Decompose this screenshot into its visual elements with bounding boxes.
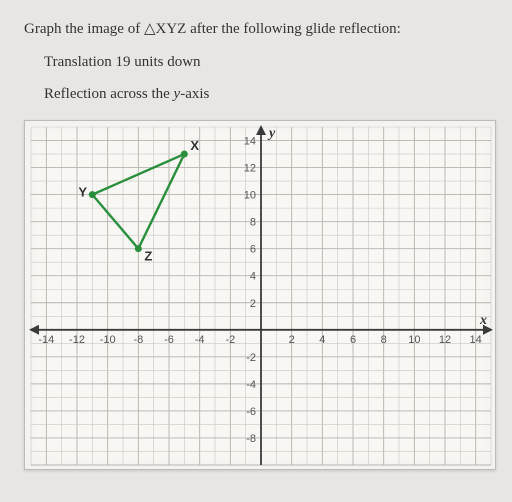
y-tick-label: 2 — [250, 297, 256, 309]
x-tick-label: -10 — [100, 333, 116, 345]
y-tick-label: 14 — [244, 135, 256, 147]
line3-post: -axis — [180, 86, 209, 102]
label-x: X — [190, 138, 199, 153]
x-tick-label: -12 — [69, 333, 85, 345]
x-tick-label: -4 — [195, 333, 205, 345]
vertex-y — [89, 191, 96, 198]
label-z: Z — [144, 248, 152, 263]
x-tick-label: 6 — [350, 333, 356, 345]
x-tick-label: 4 — [319, 333, 325, 345]
y-axis-label: y — [267, 126, 276, 141]
x-tick-label: -14 — [38, 333, 54, 345]
x-tick-label: 2 — [289, 333, 295, 345]
y-tick-label: 4 — [250, 270, 256, 282]
x-tick-label: -8 — [133, 333, 143, 345]
line3-pre: Reflection across the — [44, 86, 174, 102]
x-tick-label: 8 — [381, 333, 387, 345]
graph-svg: -14 -12 -10 -8 -6 -4 -2 2 4 6 8 10 12 14 2 4 6 8 10 12 14 -2 -… — [25, 121, 497, 471]
line1-post: after the following glide reflection: — [186, 21, 401, 37]
x-tick-label: 14 — [470, 333, 482, 345]
y-tick-label: 6 — [250, 243, 256, 255]
line-2: Translation 19 units down — [24, 51, 500, 74]
coordinate-graph: -14 -12 -10 -8 -6 -4 -2 2 4 6 8 10 12 14 2 4 6 8 10 12 14 -2 -… — [24, 120, 496, 470]
x-tick-label: 12 — [439, 333, 451, 345]
y-tick-label: 8 — [250, 216, 256, 228]
y-tick-label: -6 — [246, 405, 256, 417]
line1-pre: Graph the image of — [24, 21, 144, 37]
line-1: Graph the image of △XYZ after the follow… — [24, 18, 500, 41]
problem-text: Graph the image of △XYZ after the follow… — [24, 18, 500, 106]
vertex-z — [135, 245, 142, 252]
y-tick-label: 10 — [244, 189, 256, 201]
y-tick-label: -8 — [246, 432, 256, 444]
triangle-name: △XYZ — [144, 21, 186, 37]
y-tick-label: -4 — [246, 378, 256, 390]
label-y: Y — [78, 184, 87, 199]
x-tick-label: -2 — [225, 333, 235, 345]
x-tick-label: -6 — [164, 333, 174, 345]
y-tick-label: -2 — [246, 351, 256, 363]
line-3: Reflection across the y-axis — [24, 83, 500, 106]
x-axis-label: x — [479, 312, 487, 327]
x-tick-label: 10 — [408, 333, 420, 345]
vertex-x — [181, 150, 188, 157]
y-tick-label: 12 — [244, 162, 256, 174]
y-axis-arrow — [256, 125, 266, 135]
